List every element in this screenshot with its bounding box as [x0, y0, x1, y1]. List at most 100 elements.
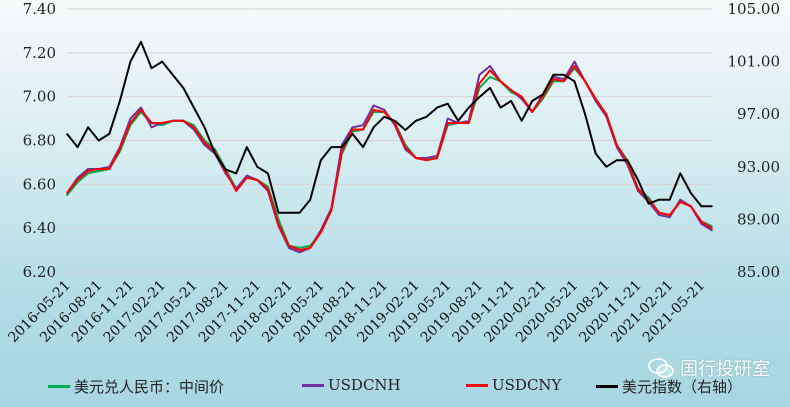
data-point	[605, 166, 608, 168]
data-point	[383, 116, 386, 118]
data-point	[224, 170, 227, 172]
data-point	[372, 104, 375, 107]
data-point	[341, 150, 343, 153]
data-point	[87, 168, 89, 170]
data-point	[668, 216, 671, 219]
left-y-tick-label: 6.60	[23, 175, 56, 193]
data-point	[150, 126, 153, 129]
data-point	[76, 146, 79, 148]
data-point	[309, 247, 311, 249]
data-point	[288, 247, 290, 249]
data-point	[351, 133, 354, 135]
data-point	[362, 146, 364, 148]
data-point	[203, 141, 206, 144]
data-point	[700, 222, 703, 225]
data-point	[658, 212, 660, 214]
data-point	[161, 122, 163, 124]
data-point	[510, 100, 512, 102]
data-point	[446, 102, 449, 105]
data-point	[97, 168, 100, 170]
data-point	[362, 124, 364, 126]
data-point	[616, 159, 618, 162]
data-point	[573, 80, 576, 83]
series-line-1	[66, 60, 713, 254]
left-y-tick-label: 7.00	[23, 88, 56, 106]
data-point	[478, 96, 481, 98]
data-point	[87, 170, 89, 172]
data-point	[711, 229, 713, 232]
legend-item-usdcny: USDCNY	[466, 376, 561, 394]
data-point	[446, 122, 449, 124]
data-point	[520, 95, 523, 98]
data-point	[140, 106, 142, 109]
series-line-0	[66, 67, 713, 249]
data-point	[605, 113, 608, 115]
data-point	[542, 93, 544, 96]
data-point	[298, 247, 301, 249]
data-point	[193, 124, 195, 126]
data-point	[415, 119, 417, 122]
data-point	[298, 212, 301, 214]
legend: 美元兑人民币：中间价 USDCNH USDCNY 美元指数（右轴）	[0, 376, 790, 398]
data-point	[468, 106, 470, 109]
legend-label: 美元指数（右轴）	[622, 378, 743, 396]
data-point	[66, 133, 68, 135]
data-point	[679, 198, 682, 201]
data-point	[150, 67, 153, 69]
wechat-icon	[648, 358, 674, 378]
data-point	[119, 100, 121, 102]
data-point	[298, 251, 301, 254]
data-point	[637, 179, 639, 181]
data-point	[616, 144, 618, 146]
data-point	[267, 185, 269, 188]
data-point	[531, 111, 534, 113]
watermark-text: 国行投研室	[680, 359, 770, 380]
legend-item-dxy: 美元指数（右轴）	[596, 376, 742, 397]
data-point	[563, 80, 565, 83]
right-y-tick-label: 97.00	[737, 105, 780, 123]
data-point	[193, 106, 195, 109]
legend-swatch	[596, 385, 618, 388]
series-line-2	[66, 65, 713, 252]
data-point	[87, 172, 89, 175]
x-axis: 2016-05-212016-08-212016-11-212017-02-21…	[5, 271, 712, 346]
data-point	[119, 148, 121, 151]
data-point	[510, 91, 512, 94]
left-y-tick-label: 7.40	[23, 0, 56, 18]
right-y-tick-label: 105.00	[728, 0, 781, 18]
legend-item-mid-rate: 美元兑人民币：中间价	[48, 376, 224, 397]
legend-label: USDCNH	[328, 376, 401, 394]
data-point	[171, 73, 174, 76]
data-point	[584, 113, 586, 115]
right-y-tick-label: 93.00	[737, 158, 780, 176]
data-point	[668, 214, 671, 216]
data-point	[711, 227, 713, 229]
data-point	[245, 174, 248, 177]
data-point	[351, 126, 354, 129]
data-point	[140, 109, 142, 111]
data-point	[330, 146, 333, 148]
data-point	[108, 133, 111, 135]
legend-swatch	[48, 385, 70, 388]
data-point	[288, 212, 290, 214]
data-point	[214, 152, 216, 155]
data-point	[404, 146, 407, 148]
data-point	[690, 205, 692, 208]
data-point	[235, 172, 237, 175]
data-point	[647, 202, 650, 205]
data-point	[478, 73, 481, 76]
data-point	[478, 82, 481, 85]
data-point	[108, 168, 111, 170]
data-point	[563, 73, 565, 76]
data-point	[711, 205, 713, 208]
data-point	[489, 87, 491, 89]
data-point	[372, 109, 375, 111]
data-point	[489, 76, 491, 78]
data-point	[393, 122, 396, 124]
data-point	[76, 179, 79, 181]
data-point	[383, 109, 386, 111]
data-point	[594, 98, 597, 100]
data-point	[658, 214, 660, 216]
